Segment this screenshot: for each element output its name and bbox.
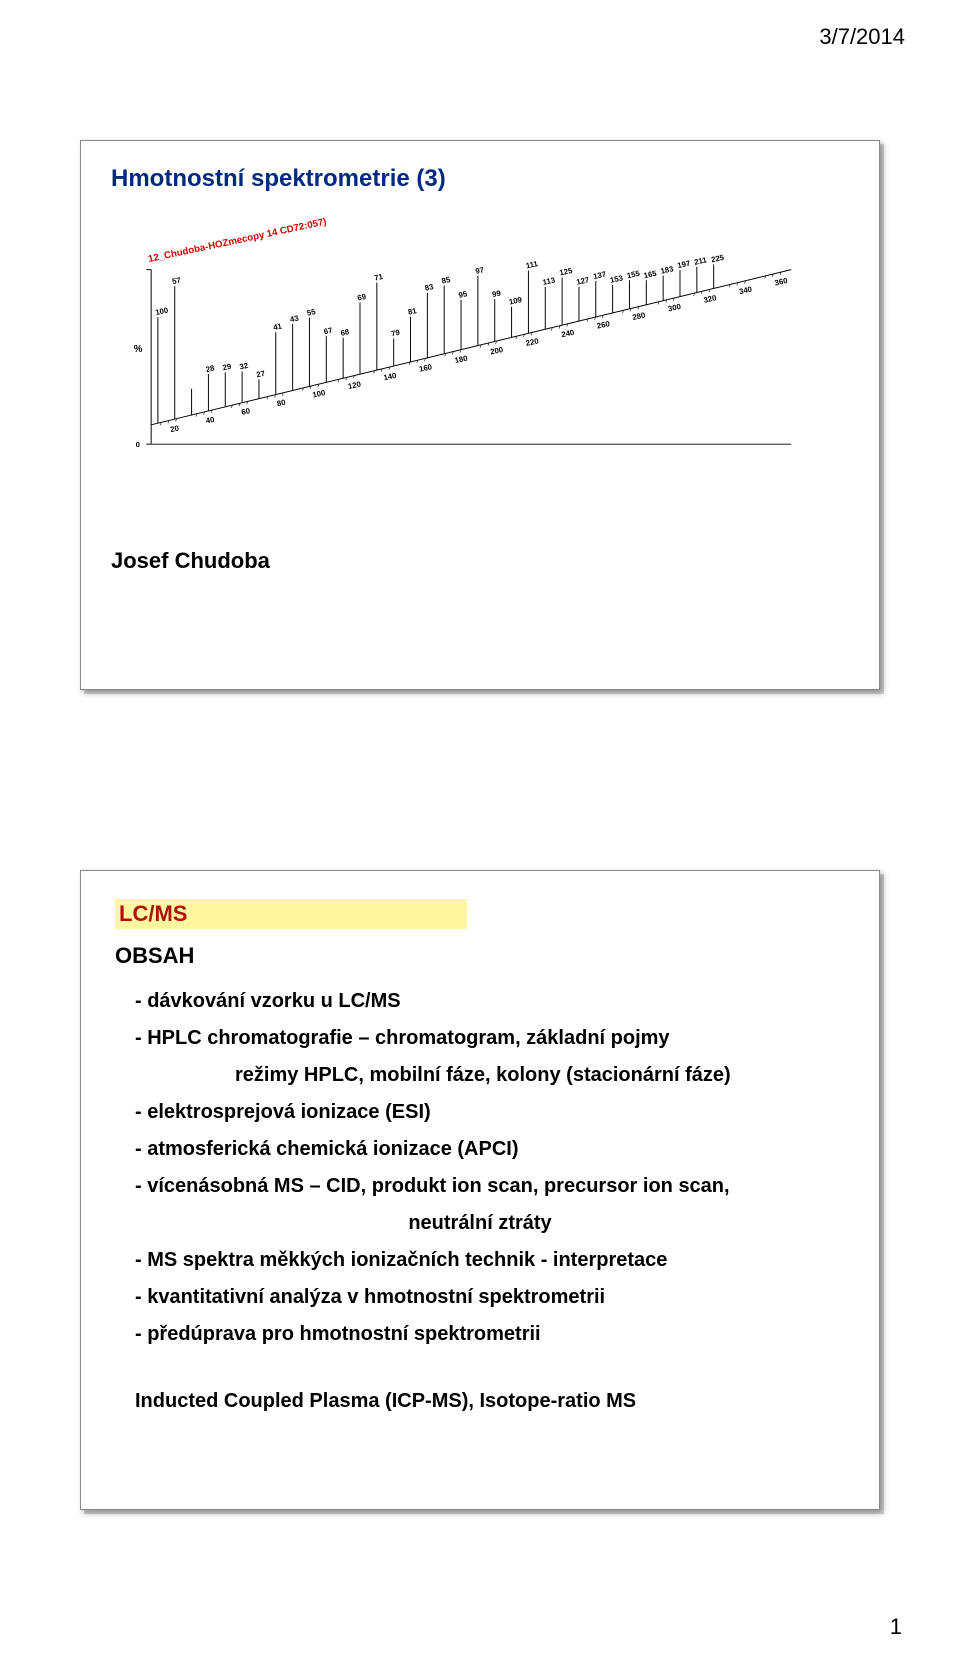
spectrum-dynamic-group: 0 20 40 60 80 100 120 140 160 180 200 220 240 260 280 3…	[136, 253, 792, 449]
svg-text:83: 83	[424, 282, 435, 293]
svg-text:40: 40	[205, 415, 215, 426]
spectrum-svg: 12_Chudoba-HOZmecopy 14 CD72:057) % 0204…	[141, 226, 811, 546]
svg-text:69: 69	[357, 292, 368, 303]
svg-text:320: 320	[703, 293, 718, 304]
content-line: - dávkování vzorku u LC/MS	[115, 983, 845, 1020]
content-line: - MS spektra měkkých ionizačních technik…	[115, 1242, 845, 1279]
svg-text:111: 111	[525, 259, 539, 270]
content-line: neutrální ztráty	[115, 1205, 845, 1242]
svg-text:211: 211	[693, 255, 708, 267]
svg-text:79: 79	[390, 328, 401, 339]
svg-text:113: 113	[542, 275, 557, 287]
svg-text:32: 32	[239, 361, 249, 372]
svg-text:80: 80	[276, 398, 286, 409]
spectrum-red-label: 12_Chudoba-HOZmecopy 14 CD72:057)	[147, 217, 327, 266]
svg-text:29: 29	[222, 362, 233, 373]
svg-text:55: 55	[306, 307, 317, 318]
svg-text:125: 125	[559, 266, 574, 278]
svg-text:43: 43	[289, 313, 300, 324]
slide-title: Hmotnostní spektrometrie (3)	[111, 165, 879, 193]
y-axis-label: %	[134, 344, 143, 355]
svg-text:225: 225	[710, 253, 725, 265]
svg-text:97: 97	[474, 265, 484, 276]
svg-text:27: 27	[256, 369, 266, 380]
svg-text:137: 137	[592, 270, 607, 281]
content-line: - předúprava pro hmotnostní spektrometri…	[115, 1316, 845, 1353]
svg-text:120: 120	[347, 379, 362, 390]
content-line: - HPLC chromatografie – chromatogram, zá…	[115, 1020, 845, 1057]
svg-text:340: 340	[738, 285, 753, 296]
svg-text:183: 183	[660, 264, 675, 276]
svg-text:41: 41	[272, 322, 283, 333]
svg-text:109: 109	[508, 295, 523, 307]
svg-text:260: 260	[596, 319, 611, 330]
page-number: 1	[890, 1614, 902, 1640]
svg-text:220: 220	[525, 336, 540, 347]
svg-text:71: 71	[373, 272, 384, 283]
svg-text:127: 127	[576, 275, 591, 286]
mass-spectrum-chart: 12_Chudoba-HOZmecopy 14 CD72:057) % 0204…	[141, 226, 811, 546]
svg-text:280: 280	[632, 311, 647, 322]
content-line: režimy HPLC, mobilní fáze, kolony (staci…	[115, 1057, 845, 1094]
svg-text:68: 68	[340, 327, 351, 338]
svg-text:57: 57	[171, 275, 181, 286]
svg-text:200: 200	[489, 345, 504, 356]
svg-text:100: 100	[154, 306, 169, 317]
slide-card-top: Hmotnostní spektrometrie (3) 12_Chudoba-…	[80, 140, 880, 690]
svg-text:99: 99	[491, 288, 502, 299]
svg-text:165: 165	[643, 269, 658, 281]
obsah-heading: OBSAH	[115, 943, 845, 969]
svg-text:0: 0	[136, 440, 140, 449]
svg-text:20: 20	[169, 423, 179, 434]
svg-text:95: 95	[458, 289, 469, 300]
content-line: - kvantitativní analýza v hmotnostní spe…	[115, 1279, 845, 1316]
svg-text:85: 85	[441, 275, 452, 286]
svg-text:67: 67	[323, 326, 333, 337]
svg-text:360: 360	[774, 276, 789, 287]
svg-text:140: 140	[383, 371, 398, 382]
author-name: Josef Chudoba	[111, 548, 879, 574]
content-line: - atmosferická chemická ionizace (APCI)	[115, 1131, 845, 1168]
content-line: - elektrosprejová ionizace (ESI)	[115, 1094, 845, 1131]
slide-card-bottom: LC/MS OBSAH - dávkování vzorku u LC/MS- …	[80, 870, 880, 1510]
svg-text:28: 28	[205, 363, 216, 374]
svg-text:155: 155	[626, 269, 641, 281]
svg-text:300: 300	[667, 302, 682, 313]
svg-text:240: 240	[561, 328, 576, 339]
lcms-heading: LC/MS	[115, 899, 467, 929]
svg-text:60: 60	[241, 406, 251, 417]
svg-text:100: 100	[312, 388, 327, 399]
content-line: - vícenásobná MS – CID, produkt ion scan…	[115, 1168, 845, 1205]
content-line: Inducted Coupled Plasma (ICP-MS), Isotop…	[115, 1383, 845, 1420]
svg-text:180: 180	[454, 354, 469, 365]
svg-text:160: 160	[418, 362, 433, 373]
svg-text:81: 81	[407, 306, 418, 317]
svg-text:153: 153	[609, 273, 624, 285]
svg-text:197: 197	[677, 259, 692, 270]
page-date: 3/7/2014	[819, 24, 905, 50]
content-list: - dávkování vzorku u LC/MS- HPLC chromat…	[115, 983, 845, 1420]
